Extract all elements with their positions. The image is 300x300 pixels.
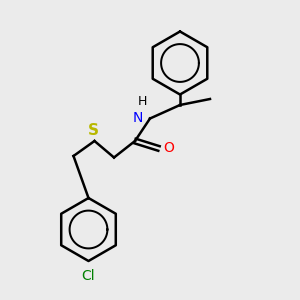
Text: O: O [164, 142, 174, 155]
Text: Cl: Cl [82, 268, 95, 283]
Text: H: H [138, 95, 147, 108]
Text: S: S [88, 123, 98, 138]
Text: N: N [132, 112, 142, 125]
